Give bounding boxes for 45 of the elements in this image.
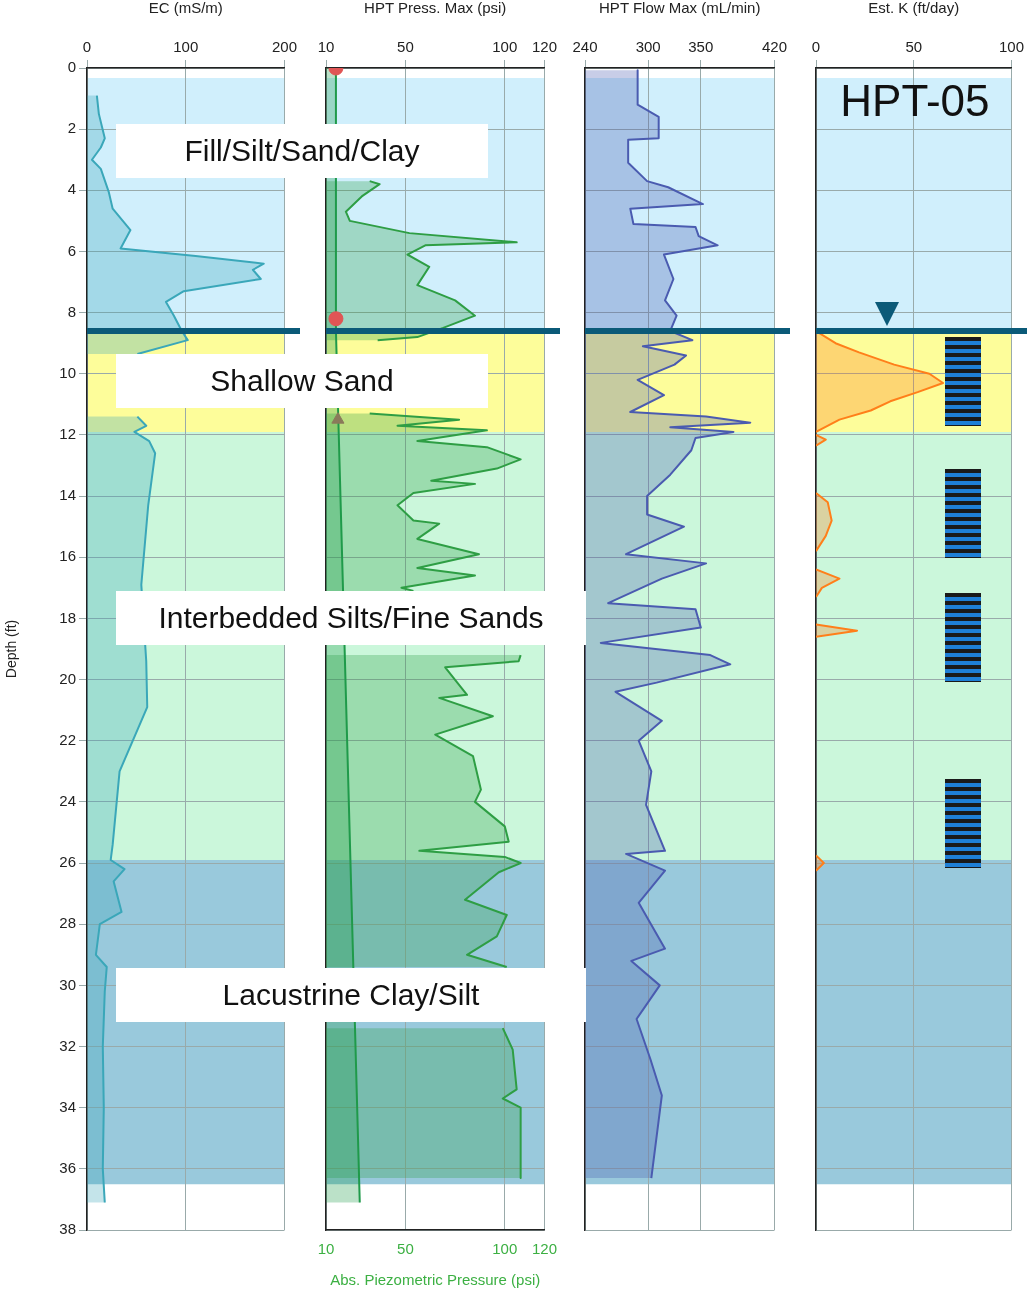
y-tick-label: 12 xyxy=(59,425,76,443)
y-tick-label: 26 xyxy=(59,853,76,871)
annotation: HPT-05 xyxy=(840,76,990,126)
x2-axis-title: Abs. Piezometric Pressure (psi) xyxy=(330,1271,541,1289)
label-box: Shallow Sand xyxy=(116,354,488,408)
y-tick-label: 30 xyxy=(59,975,76,993)
x-axis-title: Est. K (ft/day) xyxy=(868,0,960,17)
x-tick-label: 0 xyxy=(811,38,821,56)
x-axis-title: HPT Press. Max (psi) xyxy=(364,0,507,17)
x-tick-label: 240 xyxy=(572,38,598,56)
y-tick-label: 34 xyxy=(59,1097,76,1115)
label-box: Interbedded Silts/Fine Sands xyxy=(116,591,586,645)
y-tick-label: 2 xyxy=(67,119,76,137)
y-tick-label: 4 xyxy=(67,180,76,198)
y-tick-label: 32 xyxy=(59,1036,76,1054)
y-tick-label: 24 xyxy=(59,792,76,810)
y-tick-label: 10 xyxy=(59,363,76,381)
x-tick-label: 350 xyxy=(688,38,714,56)
y-tick-label: 16 xyxy=(59,547,76,565)
x-tick-label: 0 xyxy=(82,38,92,56)
y-tick-label: 22 xyxy=(59,730,76,748)
y-tick-label: 20 xyxy=(59,669,76,687)
y-tick-label: 38 xyxy=(59,1220,76,1238)
x-tick-label: 420 xyxy=(761,38,787,56)
y-tick-label: 18 xyxy=(59,608,76,626)
x-tick-label: 50 xyxy=(397,1240,414,1258)
label-box: Lacustrine Clay/Silt xyxy=(116,968,586,1022)
y-axis-title: Depth (ft) xyxy=(3,619,20,679)
x-tick-label: 200 xyxy=(271,38,297,56)
y-tick-label: 6 xyxy=(67,241,76,259)
x-tick-label: 300 xyxy=(635,38,661,56)
x-axis-title: HPT Flow Max (mL/min) xyxy=(599,0,761,17)
y-tick-label: 36 xyxy=(59,1158,76,1176)
x-tick-label: 100 xyxy=(173,38,199,56)
x-tick-label: 100 xyxy=(998,38,1024,56)
x-tick-label: 50 xyxy=(905,38,923,56)
x-axis-title: EC (mS/m) xyxy=(148,0,223,17)
y-tick-label: 8 xyxy=(67,302,76,320)
x-tick-label: 100 xyxy=(492,1240,518,1258)
y-tick-label: 14 xyxy=(59,486,76,504)
label-box: Fill/Silt/Sand/Clay xyxy=(116,124,488,178)
x-tick-label: 120 xyxy=(531,1240,557,1258)
y-tick-label: 28 xyxy=(59,914,76,932)
y-tick-label: 0 xyxy=(67,58,76,76)
x-tick-label: 10 xyxy=(317,1240,335,1258)
